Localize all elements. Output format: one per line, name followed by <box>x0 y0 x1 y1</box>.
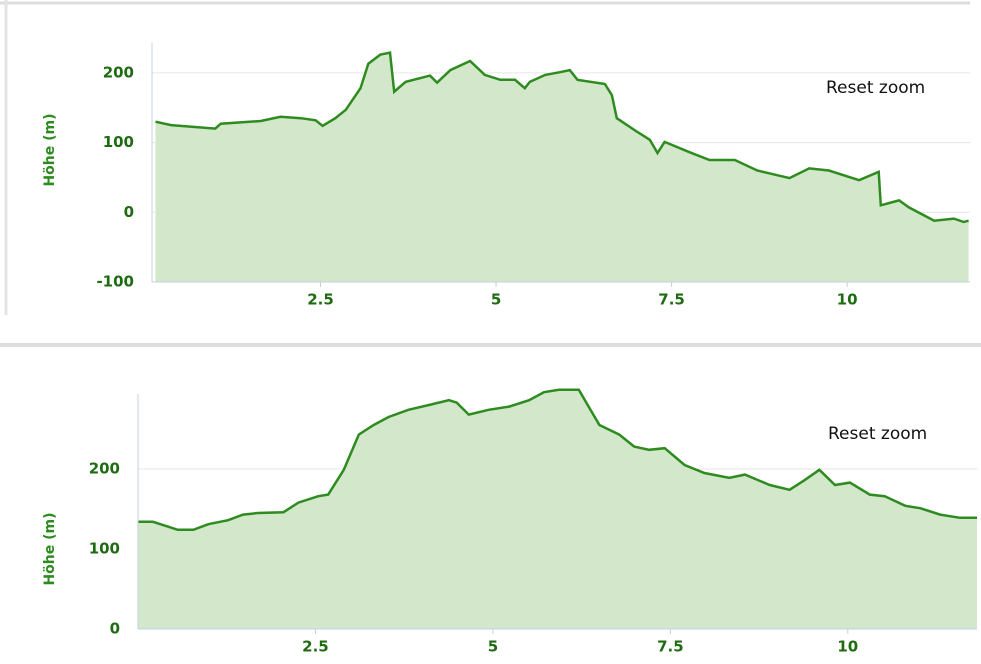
x-tick-label: 7.5 <box>658 291 685 309</box>
x-tick-label: 10 <box>837 291 858 309</box>
x-tick-label: 5 <box>488 638 498 656</box>
x-tick-label: 2.5 <box>302 638 329 656</box>
y-tick-label: 200 <box>89 460 120 478</box>
x-tick-label: 2.5 <box>307 291 334 309</box>
reset-zoom[interactable]: Reset zoom <box>828 424 927 444</box>
area-fill <box>138 389 977 629</box>
x-tick-label: 10 <box>837 638 858 656</box>
y-tick-label: 0 <box>110 620 120 638</box>
x-tick-label: 5 <box>491 291 501 309</box>
y-tick-label: 200 <box>103 63 134 81</box>
y-axis-label: Höhe (m) <box>42 512 58 585</box>
area-line <box>138 388 977 532</box>
area-fill <box>155 52 969 282</box>
y-tick-label: -100 <box>96 273 134 291</box>
y-tick-label: 0 <box>124 203 134 221</box>
x-tick-label: 7.5 <box>657 638 684 656</box>
y-tick-label: 100 <box>103 133 134 151</box>
y-tick-label: 100 <box>89 540 120 558</box>
y-axis-label: Höhe (m) <box>42 113 58 186</box>
area-line <box>155 51 969 224</box>
reset-zoom[interactable]: Reset zoom <box>826 78 925 98</box>
